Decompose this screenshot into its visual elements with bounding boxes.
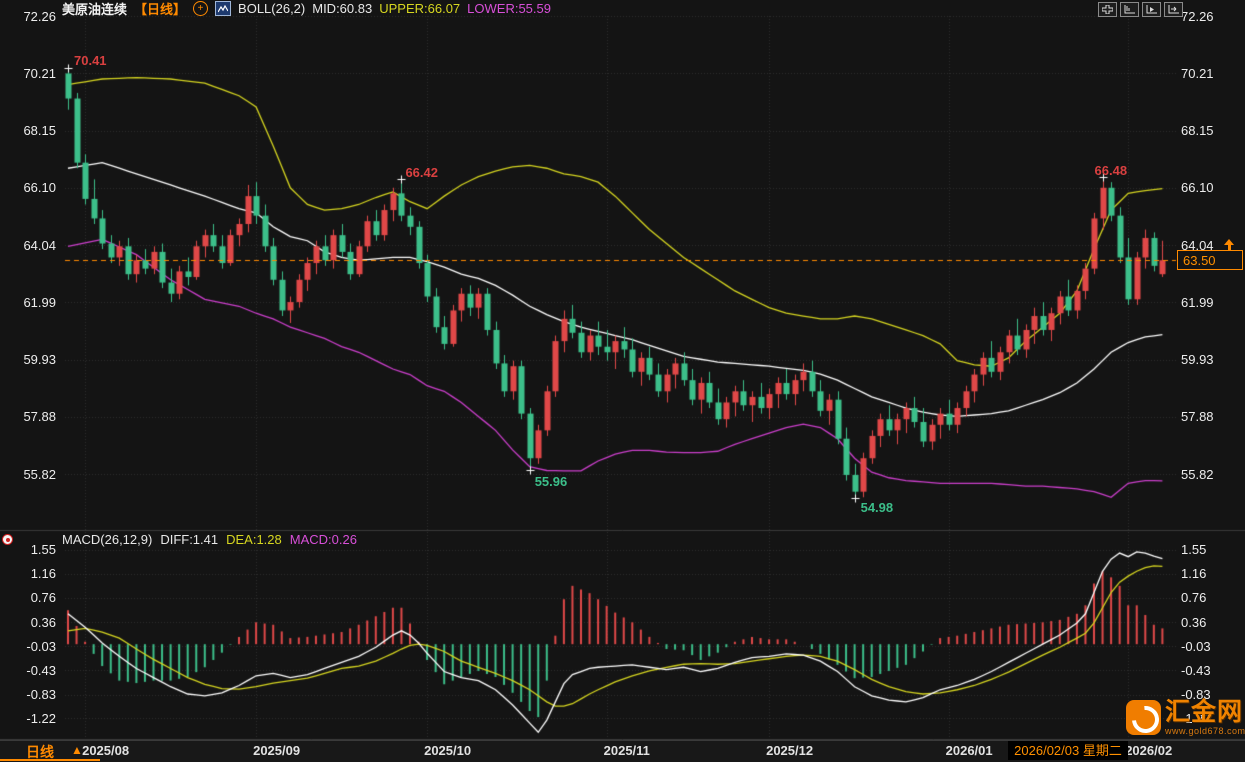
macd-dea-value: DEA:1.28 bbox=[226, 532, 282, 547]
price-tick-left: 68.15 bbox=[23, 123, 56, 139]
price-tick-right: 57.88 bbox=[1181, 409, 1214, 425]
macd-tick-right: 0.76 bbox=[1181, 590, 1207, 606]
price-annotation: 66.42 bbox=[405, 164, 438, 180]
macd-tick-right: 0.36 bbox=[1181, 614, 1207, 630]
macd-tick-left: 1.55 bbox=[30, 542, 56, 558]
month-label: 2025/10 bbox=[424, 743, 472, 758]
zoom-axis-icon[interactable] bbox=[1120, 2, 1139, 17]
macd-tick-right: -0.83 bbox=[1181, 687, 1211, 703]
price-tick-left: 57.88 bbox=[23, 409, 56, 425]
macd-value: MACD:0.26 bbox=[289, 532, 357, 547]
tab-underline bbox=[0, 759, 100, 761]
boll-mid-value: MID:60.83 bbox=[312, 1, 373, 16]
site-name: 汇金网 bbox=[1165, 698, 1244, 726]
month-label: 2025/11 bbox=[603, 743, 650, 758]
x-axis-strip bbox=[0, 740, 1245, 762]
price-annotation: 54.98 bbox=[860, 499, 894, 515]
price-annotation: 55.96 bbox=[534, 474, 568, 490]
price-tick-left: 61.99 bbox=[23, 294, 56, 310]
macd-tick-right: -0.03 bbox=[1181, 638, 1211, 654]
macd-tick-right: -1.22 bbox=[1181, 710, 1211, 726]
chart-header: 美原油连续 【日线】 + BOLL(26,2) MID:60.83 UPPER:… bbox=[62, 1, 551, 17]
price-up-arrow-stem bbox=[1227, 245, 1231, 250]
move-crosshair-icon[interactable] bbox=[1098, 2, 1117, 17]
boll-lower-value: LOWER:55.59 bbox=[467, 1, 551, 16]
period-dropdown-arrow-icon[interactable]: ▲ bbox=[71, 743, 83, 757]
macd-tick-left: -0.03 bbox=[26, 638, 56, 654]
price-tick-left: 72.26 bbox=[23, 8, 56, 24]
price-tick-left: 64.04 bbox=[23, 237, 56, 253]
price-tick-right: 72.26 bbox=[1181, 8, 1214, 24]
price-tick-left: 70.21 bbox=[23, 65, 56, 81]
macd-tick-right: -0.43 bbox=[1181, 662, 1211, 678]
price-tick-right: 55.82 bbox=[1181, 466, 1214, 482]
site-logo-icon bbox=[1126, 700, 1161, 735]
macd-tick-left: 1.16 bbox=[30, 566, 56, 582]
price-annotation: 66.48 bbox=[1094, 163, 1128, 179]
price-tick-left: 55.82 bbox=[23, 466, 56, 482]
macd-label: MACD(26,12,9) bbox=[62, 532, 153, 547]
price-tick-left: 59.93 bbox=[23, 352, 56, 368]
macd-tick-left: 0.36 bbox=[30, 614, 56, 630]
price-tick-right: 61.99 bbox=[1181, 294, 1214, 310]
month-label: 2025/08 bbox=[82, 743, 130, 758]
boll-upper-value: UPPER:66.07 bbox=[379, 1, 461, 16]
selected-date-label: 2026/02/03 星期二 bbox=[1008, 741, 1128, 760]
price-tick-right: 59.93 bbox=[1181, 352, 1214, 368]
price-tick-right: 68.15 bbox=[1181, 123, 1214, 139]
macd-tick-left: -0.43 bbox=[26, 662, 56, 678]
macd-tick-left: 0.76 bbox=[30, 590, 56, 606]
month-label: 2025/09 bbox=[253, 743, 301, 758]
price-annotation: 70.41 bbox=[74, 52, 107, 68]
tab-daily[interactable]: 日线 bbox=[26, 744, 54, 760]
period-tag: 【日线】 bbox=[134, 2, 187, 17]
price-tick-left: 66.10 bbox=[23, 180, 56, 196]
price-tick-right: 70.21 bbox=[1181, 65, 1214, 81]
macd-tick-left: -1.22 bbox=[26, 710, 56, 726]
month-label: 2026/02 bbox=[1125, 743, 1173, 758]
price-tick-right: 64.04 bbox=[1181, 237, 1214, 253]
chart-toolbar bbox=[1098, 2, 1183, 17]
pan-right-icon[interactable] bbox=[1164, 2, 1183, 17]
macd-tick-right: 1.16 bbox=[1181, 566, 1207, 582]
indicator-marker-icon[interactable] bbox=[2, 534, 13, 545]
macd-tick-right: 1.55 bbox=[1181, 542, 1207, 558]
price-tick-right: 66.10 bbox=[1181, 180, 1214, 196]
current-price-box: 63.50 bbox=[1177, 250, 1243, 271]
add-indicator-icon[interactable]: + bbox=[193, 1, 209, 16]
indicator-chip-icon[interactable] bbox=[215, 1, 232, 16]
site-watermark: 汇金网 www.gold678.com bbox=[1126, 700, 1245, 736]
macd-header: MACD(26,12,9) DIFF:1.41 DEA:1.28 MACD:0.… bbox=[62, 532, 357, 547]
symbol-name: 美原油连续 bbox=[62, 2, 128, 17]
price-up-arrow-icon bbox=[1224, 239, 1234, 245]
boll-label: BOLL(26,2) bbox=[238, 1, 306, 16]
macd-diff-value: DIFF:1.41 bbox=[160, 532, 219, 547]
site-url: www.gold678.com bbox=[1165, 726, 1245, 736]
month-label: 2025/12 bbox=[766, 743, 814, 758]
macd-tick-left: -0.83 bbox=[26, 687, 56, 703]
play-axis-icon[interactable] bbox=[1142, 2, 1161, 17]
month-label: 2026/01 bbox=[945, 743, 993, 758]
